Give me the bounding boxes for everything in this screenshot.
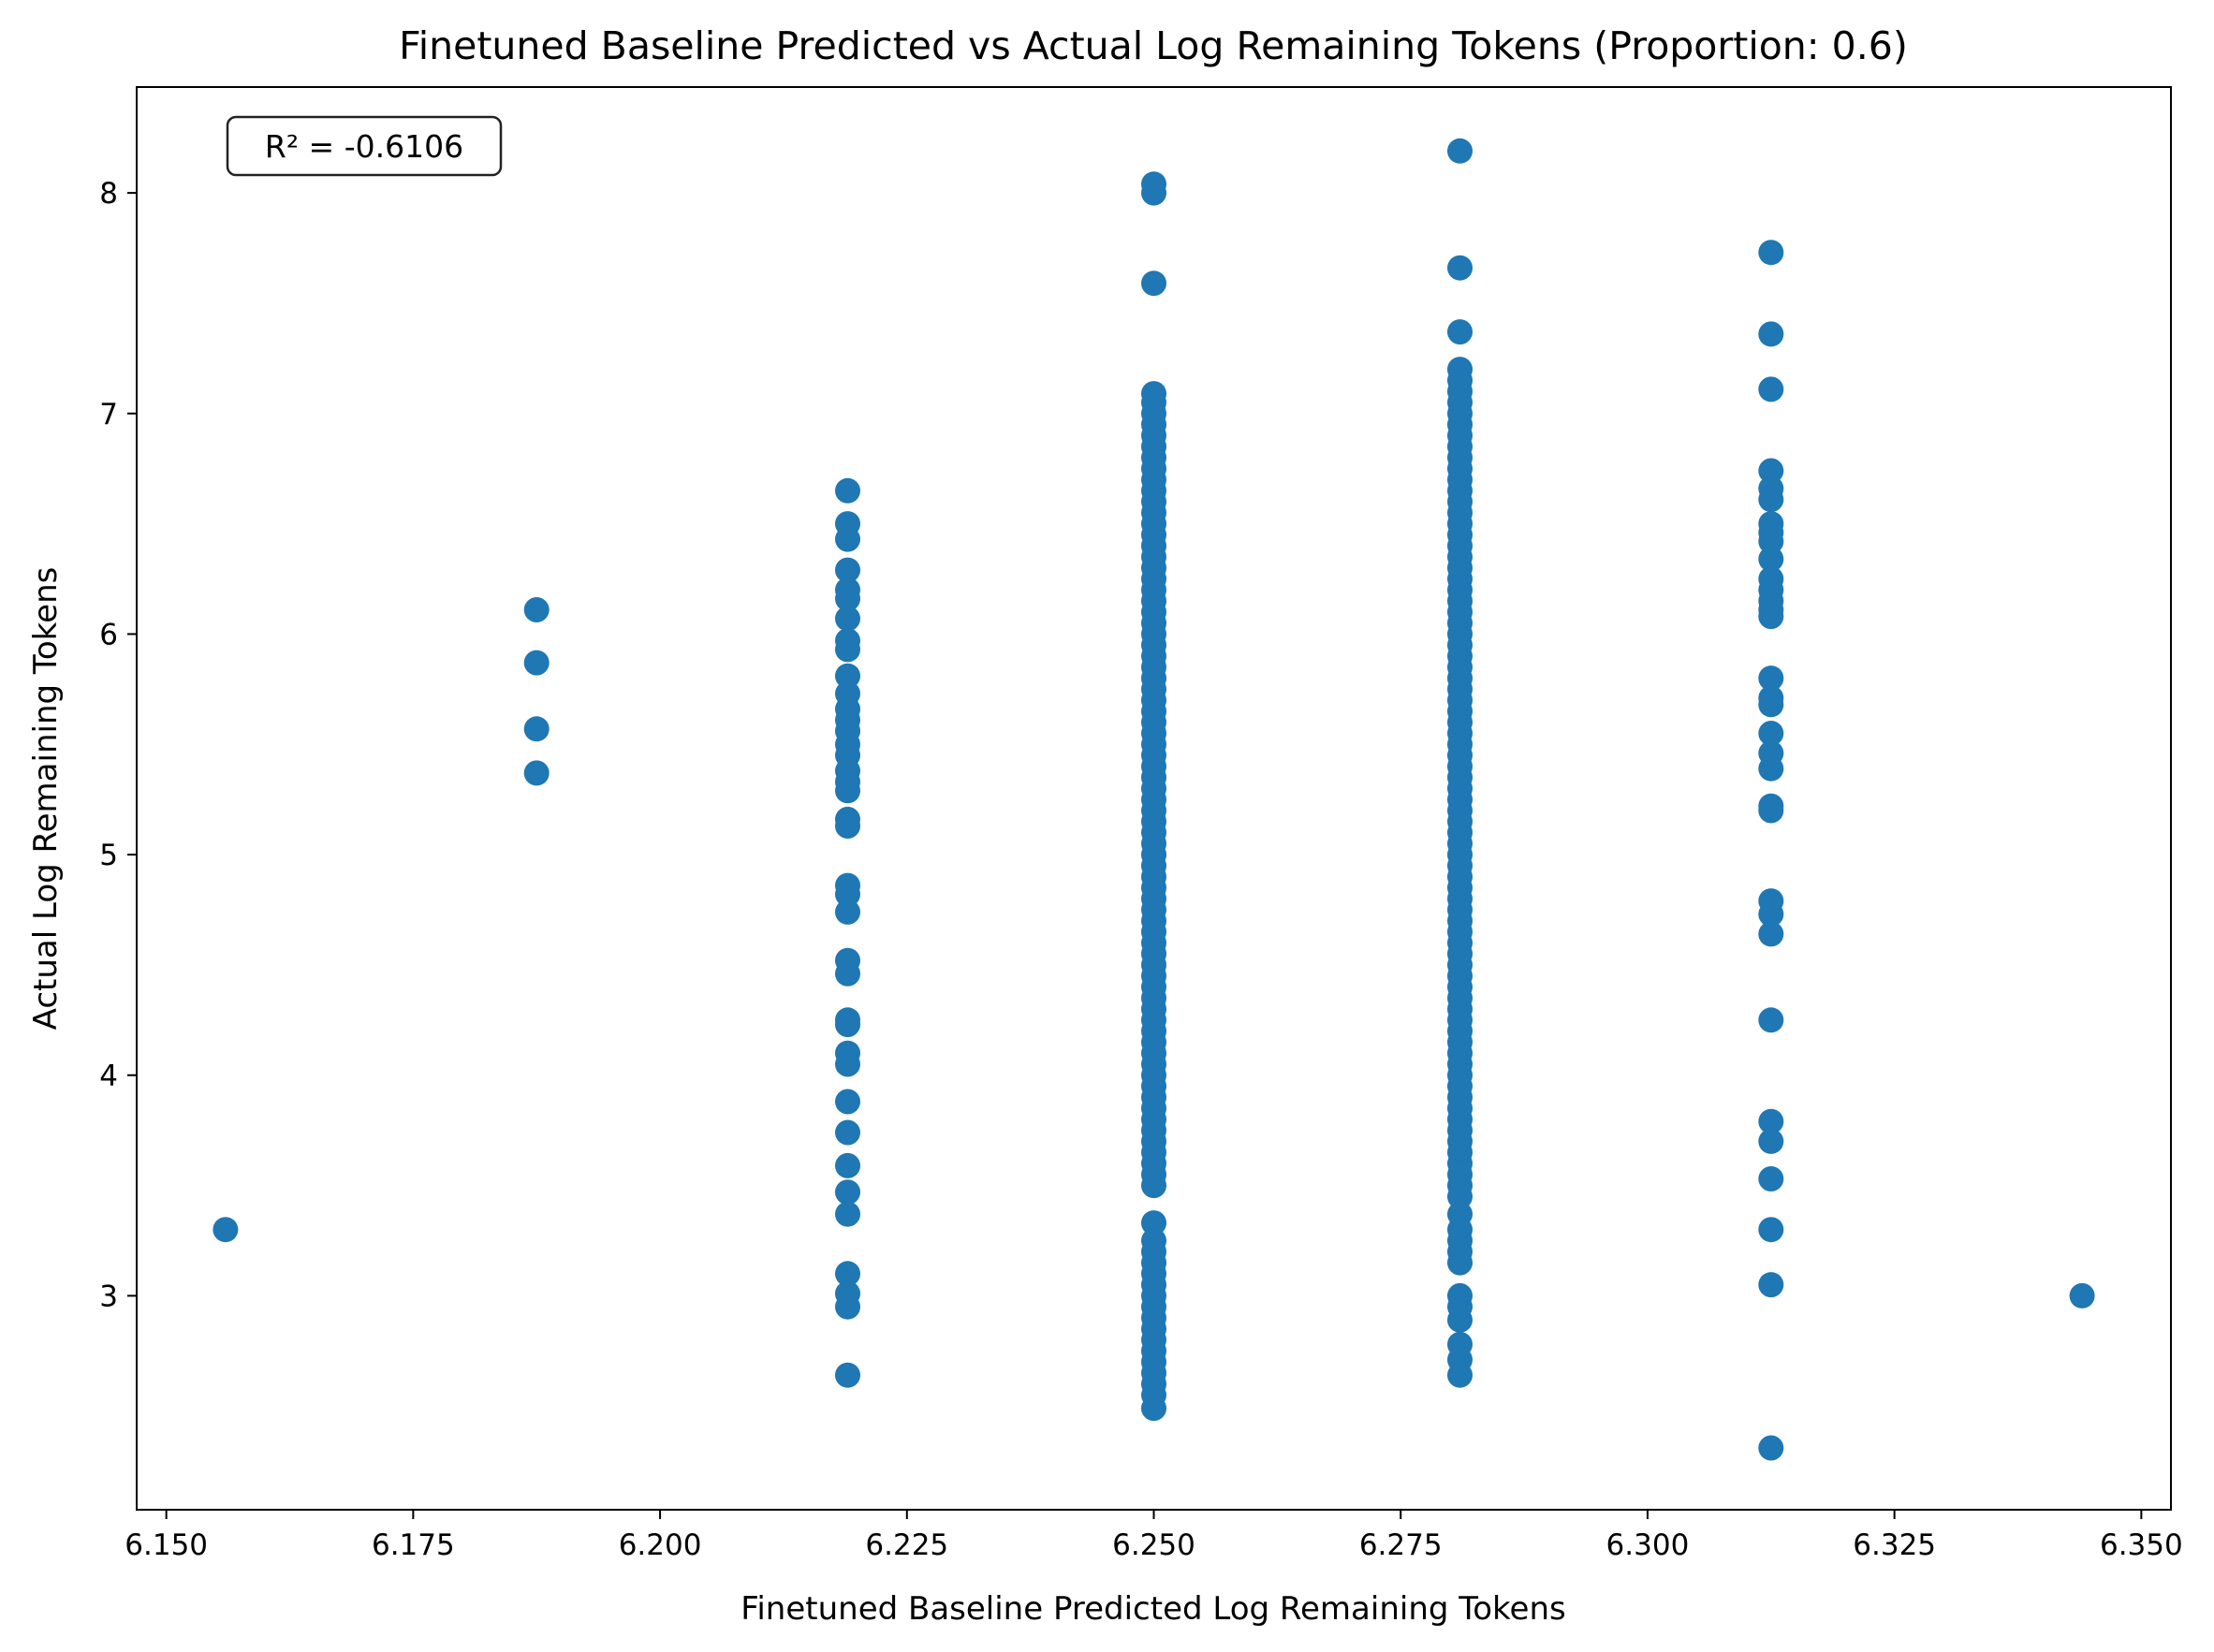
x-tick-label: 6.350: [2100, 1528, 2183, 1562]
scatter-point: [835, 586, 860, 612]
scatter-point: [1758, 755, 1784, 782]
scatter-point: [835, 636, 860, 663]
scatter-point: [1758, 487, 1784, 513]
y-tick-label: 7: [99, 398, 118, 431]
scatter-point: [835, 960, 860, 987]
scatter-point: [1758, 797, 1784, 824]
scatter-point: [835, 1294, 860, 1320]
scatter-point: [1141, 1210, 1166, 1236]
scatter-point: [523, 597, 550, 622]
y-tick-label: 4: [99, 1060, 118, 1093]
x-axis-ticks: 6.150 6.175 6.200 6.225 6.250 6.275 6.300 6.325…: [125, 1510, 2183, 1562]
scatter-point: [835, 1089, 860, 1115]
x-axis-label: Finetuned Baseline Predicted Log Remaini…: [740, 1590, 1565, 1628]
x-tick-label: 6.150: [125, 1528, 208, 1562]
scatter-point: [1758, 921, 1784, 947]
scatter-point: [835, 1119, 860, 1146]
scatter-point: [1447, 1362, 1473, 1388]
x-tick-label: 6.200: [619, 1528, 702, 1562]
scatter-point: [1141, 180, 1166, 206]
r-squared-annotation: R² = -0.6106: [226, 115, 503, 177]
scatter-point: [835, 1051, 860, 1077]
scatter-point: [1758, 604, 1784, 630]
scatter-point: [835, 1179, 860, 1206]
scatter-point: [835, 1362, 860, 1388]
scatter-point: [1141, 1173, 1166, 1199]
y-tick-label: 6: [99, 618, 118, 651]
scatter-point: [1758, 1007, 1784, 1033]
scatter-point: [1758, 1166, 1784, 1191]
scatter-point: [835, 477, 860, 504]
scatter-point: [835, 1152, 860, 1178]
scatter-point: [835, 1201, 860, 1227]
y-axis-ticks: 3 4 5 6 7 8: [99, 177, 137, 1313]
scatter-point: [1758, 1435, 1784, 1461]
scatter-point: [835, 1012, 860, 1038]
y-tick-label: 5: [99, 839, 118, 872]
scatter-point: [835, 606, 860, 632]
scatter-point: [835, 899, 860, 925]
scatter-point: [1447, 138, 1473, 164]
r-squared-text: R² = -0.6106: [265, 128, 463, 165]
scatter-point: [1758, 665, 1784, 692]
scatter-point: [1141, 1396, 1166, 1422]
x-tick-label: 6.225: [865, 1528, 948, 1562]
scatter-point: [2069, 1282, 2095, 1308]
scatter-point: [523, 760, 550, 786]
scatter-point: [835, 813, 860, 839]
scatter-point: [1447, 1250, 1473, 1276]
x-tick-label: 6.175: [372, 1528, 455, 1562]
annotation-box: [226, 115, 503, 177]
scatter-point: [1447, 319, 1473, 345]
scatter-point: [523, 650, 550, 676]
scatter-point: [523, 716, 550, 742]
scatter-point: [1758, 1272, 1784, 1298]
scatter-point: [1758, 901, 1784, 928]
scatter-point: [1758, 1128, 1784, 1154]
scatter-point: [1758, 721, 1784, 746]
y-tick-label: 8: [99, 177, 118, 211]
x-tick-label: 6.275: [1359, 1528, 1443, 1562]
scatter-point: [213, 1217, 239, 1243]
scatter-point: [1758, 529, 1784, 554]
scatter-point: [1758, 546, 1784, 572]
scatter-point: [1447, 255, 1473, 281]
scatter-point: [1141, 270, 1166, 297]
chart-title: Finetuned Baseline Predicted vs Actual L…: [399, 23, 1908, 68]
scatter-point: [1758, 376, 1784, 402]
y-tick-label: 3: [99, 1279, 118, 1313]
x-tick-label: 6.250: [1112, 1528, 1195, 1562]
scatter-point: [835, 1261, 860, 1287]
scatter-point: [1758, 692, 1784, 718]
scatter-point: [835, 778, 860, 804]
scatter-point: [1758, 1108, 1784, 1134]
scatter-point: [835, 663, 860, 689]
scatter-point: [835, 882, 860, 907]
scatter-point: [1758, 458, 1784, 484]
scatter-point: [1758, 240, 1784, 266]
scatter-point: [1758, 321, 1784, 347]
scatter-point: [835, 526, 860, 552]
x-tick-label: 6.300: [1606, 1528, 1690, 1562]
x-tick-label: 6.325: [1853, 1528, 1936, 1562]
scatter-point: [1758, 1217, 1784, 1243]
y-axis-label: Actual Log Remaining Tokens: [27, 567, 65, 1031]
scatter-point: [1447, 1183, 1473, 1209]
scatter-point: [1447, 1307, 1473, 1333]
points-layer: [213, 138, 2095, 1461]
scatter-point: [835, 557, 860, 583]
